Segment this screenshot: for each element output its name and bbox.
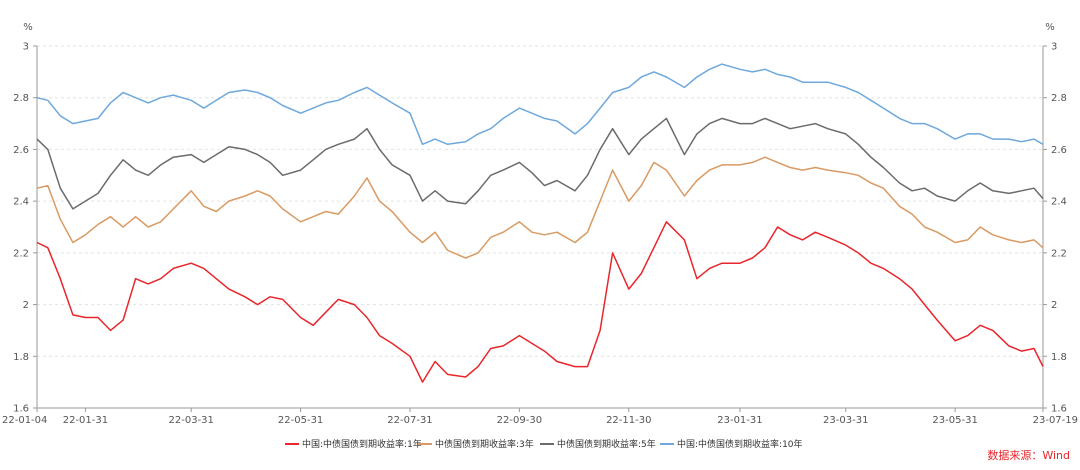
x-tick-label: 22-05-31	[278, 415, 323, 426]
y-tick-label-right: 2.2	[1051, 248, 1067, 259]
legend-item-2: 中债国债到期收益率:3年	[418, 438, 534, 450]
x-tick-label: 22-11-30	[606, 415, 651, 426]
x-tick-label: 22-03-31	[169, 415, 214, 426]
x-tick-label: 23-03-31	[823, 415, 868, 426]
axes: 1.6 1.6 1.8 1.8 2 2 2.2 2.2 2.4 2.4 2.6 2.6 2.8 2.8 3 3…	[2, 42, 1078, 427]
source-note: 数据来源：Wind	[987, 448, 1070, 462]
legend-item-3: 中债国债到期收益率:5年	[540, 438, 656, 450]
series-line-1	[36, 221, 1044, 383]
y-tick-label-left: 3	[23, 42, 29, 53]
legend-label: 中债国债到期收益率:3年	[435, 438, 534, 450]
y-tick-label-right: 2.6	[1051, 145, 1067, 156]
series-line-4	[36, 63, 1044, 146]
x-tick-label: 22-07-31	[387, 415, 432, 426]
y-tick-label-right: 1.6	[1051, 404, 1067, 415]
y-tick-label-right: 2	[1051, 300, 1057, 311]
y-tick-label-right: 3	[1051, 42, 1057, 53]
legend-label: 中国:中债国债到期收益率:10年	[677, 438, 803, 450]
series-line-3	[36, 117, 1044, 210]
y-tick-label-left: 2.4	[13, 197, 29, 208]
series-lines	[36, 63, 1044, 383]
legend-label: 中债国债到期收益率:5年	[557, 438, 656, 450]
y-tick-label-right: 2.8	[1051, 93, 1067, 104]
y-tick-label-left: 1.6	[13, 404, 29, 415]
right-unit-label: %	[1045, 22, 1055, 33]
y-tick-label-left: 2.6	[13, 145, 29, 156]
x-tick-label: 23-07-19	[1033, 415, 1078, 426]
legend-item-1: 中国:中债国债到期收益率:1年	[285, 438, 422, 450]
y-tick-label-left: 1.8	[13, 352, 29, 363]
legend-item-4: 中国:中债国债到期收益率:10年	[660, 438, 803, 450]
x-tick-label: 23-05-31	[932, 415, 977, 426]
legend: 中国:中债国债到期收益率:1年 中债国债到期收益率:3年 中债国债到期收益率:5年 中…	[285, 438, 803, 450]
x-tick-label: 22-01-04	[2, 415, 47, 426]
y-tick-label-right: 1.8	[1051, 352, 1067, 363]
x-tick-label: 22-09-30	[497, 415, 542, 426]
grid-lines	[37, 45, 1043, 357]
x-tick-label: 22-01-31	[63, 415, 108, 426]
series-line-2	[36, 156, 1044, 259]
left-unit-label: %	[23, 22, 33, 33]
y-tick-label-left: 2.2	[13, 248, 29, 259]
x-tick-label: 23-01-31	[717, 415, 762, 426]
y-tick-label-right: 2.4	[1051, 197, 1067, 208]
y-tick-label-left: 2.8	[13, 93, 29, 104]
legend-label: 中国:中债国债到期收益率:1年	[302, 438, 422, 450]
y-tick-label-left: 2	[23, 300, 29, 311]
